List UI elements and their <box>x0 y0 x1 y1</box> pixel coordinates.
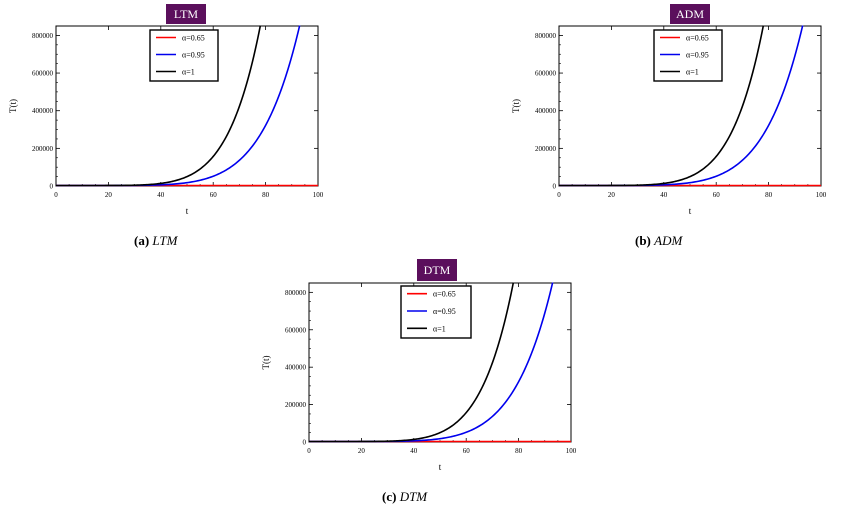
caption-b: (b) ADM <box>635 233 682 249</box>
chart-panel-dtm: 0 20 40 60 80 100 0 200000 400000 600000 800000 t T(… <box>261 259 577 472</box>
x-tick-label: 40 <box>157 191 165 199</box>
x-tick-label: 80 <box>262 191 270 199</box>
legend-box <box>653 29 723 82</box>
y-axis-label: T(t) <box>261 356 271 370</box>
y-tick-label: 400000 <box>285 364 307 372</box>
x-tick-label: 100 <box>313 191 324 199</box>
y-axis-label: T(t) <box>511 99 521 113</box>
x-tick-label: 60 <box>463 447 471 455</box>
series-line-black <box>309 282 515 443</box>
x-tick-label: 20 <box>105 191 113 199</box>
y-tick-label: 200000 <box>32 145 54 153</box>
caption-c-label: (c) <box>382 489 397 504</box>
y-tick-label: 0 <box>303 439 307 447</box>
x-tick-label: 40 <box>410 447 418 455</box>
title-badge <box>670 4 710 24</box>
x-tick-label: 0 <box>54 191 58 199</box>
caption-b-method: ADM <box>654 233 683 248</box>
chart-title: DTM <box>424 263 451 277</box>
chart-title: LTM <box>174 7 199 21</box>
x-tick-label: 40 <box>660 191 668 199</box>
x-tick-label: 0 <box>307 447 311 455</box>
legend-label: α=0.95 <box>433 307 456 316</box>
series-line-black <box>559 25 765 187</box>
y-tick-label: 200000 <box>535 145 557 153</box>
x-tick-label: 20 <box>358 447 366 455</box>
caption-a-label: (a) <box>134 233 150 248</box>
legend-label: α=0.95 <box>182 51 205 60</box>
title-badge <box>166 4 206 24</box>
x-axis-label: t <box>689 206 692 216</box>
y-tick-label: 0 <box>50 183 54 191</box>
x-tick-label: 80 <box>765 191 773 199</box>
x-tick-label: 0 <box>557 191 561 199</box>
y-tick-label: 0 <box>553 183 557 191</box>
y-axis-label: T(t) <box>8 99 18 113</box>
legend-box <box>400 285 472 339</box>
chart-panel-ltm: 0 20 40 60 80 100 0 200000 400000 600000 800000 t T(… <box>8 4 324 216</box>
y-tick-label: 400000 <box>535 107 557 115</box>
caption-c-method: DTM <box>399 489 428 504</box>
legend-label: α=0.95 <box>686 51 709 60</box>
caption-a-method: LTM <box>152 233 178 248</box>
chart-title: ADM <box>676 7 704 21</box>
x-tick-label: 60 <box>210 191 218 199</box>
y-tick-label: 200000 <box>285 401 307 409</box>
legend-box <box>149 29 219 82</box>
x-tick-label: 80 <box>515 447 523 455</box>
y-tick-label: 600000 <box>285 326 307 334</box>
legend-label: α=1 <box>686 68 699 77</box>
x-tick-label: 20 <box>608 191 616 199</box>
x-tick-label: 60 <box>713 191 721 199</box>
legend-label: α=0.65 <box>182 34 205 43</box>
y-tick-label: 600000 <box>32 70 54 78</box>
x-axis-label: t <box>439 462 442 472</box>
y-tick-label: 600000 <box>535 70 557 78</box>
series-line-black <box>56 25 262 187</box>
y-tick-label: 800000 <box>285 289 307 297</box>
x-axis-label: t <box>186 206 189 216</box>
y-tick-label: 400000 <box>32 107 54 115</box>
legend-label: α=0.65 <box>433 290 456 299</box>
chart-panel-adm: 0 20 40 60 80 100 0 200000 400000 600000 800000 t T(… <box>511 4 827 216</box>
title-badge <box>417 259 457 281</box>
y-tick-label: 800000 <box>32 32 54 40</box>
y-tick-label: 800000 <box>535 32 557 40</box>
caption-a: (a) LTM <box>134 233 177 249</box>
x-tick-label: 100 <box>816 191 827 199</box>
caption-b-label: (b) <box>635 233 651 248</box>
x-tick-label: 100 <box>566 447 577 455</box>
legend-label: α=0.65 <box>686 34 709 43</box>
caption-c: (c) DTM <box>382 489 427 505</box>
legend-label: α=1 <box>182 68 195 77</box>
legend-label: α=1 <box>433 324 446 333</box>
